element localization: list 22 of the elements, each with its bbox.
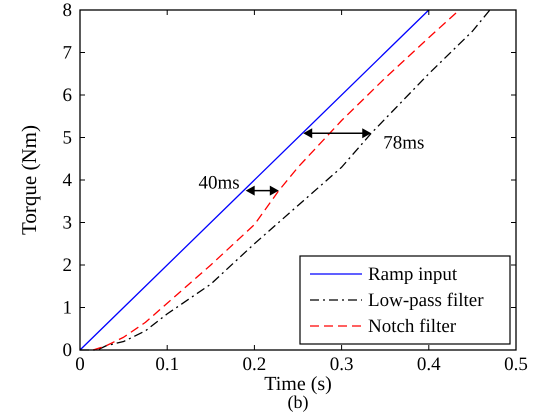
y-tick-label: 0 (62, 340, 72, 361)
x-tick-label: 0.3 (330, 354, 354, 375)
text: (b) (288, 392, 308, 412)
y-tick-label: 5 (62, 128, 72, 148)
legend-label: Ramp input (368, 264, 458, 285)
x-tick-label: 0.4 (416, 354, 442, 375)
y-tick-label: 7 (62, 42, 72, 64)
x-axis-title: Time (s) (264, 373, 332, 395)
legend-label: Notch filter (368, 316, 457, 337)
x-tick-label: 0.1 (155, 354, 180, 375)
legend-label: Low-pass filter (368, 290, 484, 311)
x-tick-label: 0.5 (504, 354, 528, 375)
annotation: 40ms (198, 172, 240, 194)
y-tick-label: 3 (62, 212, 72, 234)
y-tick-label: 4 (62, 170, 72, 191)
y-tick-label: 6 (62, 85, 72, 106)
y-tick-label: 2 (62, 255, 72, 276)
y-axis-title: Torque (Nm) (17, 125, 41, 235)
y-tick-label: 8 (62, 0, 72, 21)
annotation: 78ms (383, 132, 424, 154)
y-tick-label: 1 (62, 298, 72, 318)
x-tick-label: 0.2 (242, 354, 266, 375)
